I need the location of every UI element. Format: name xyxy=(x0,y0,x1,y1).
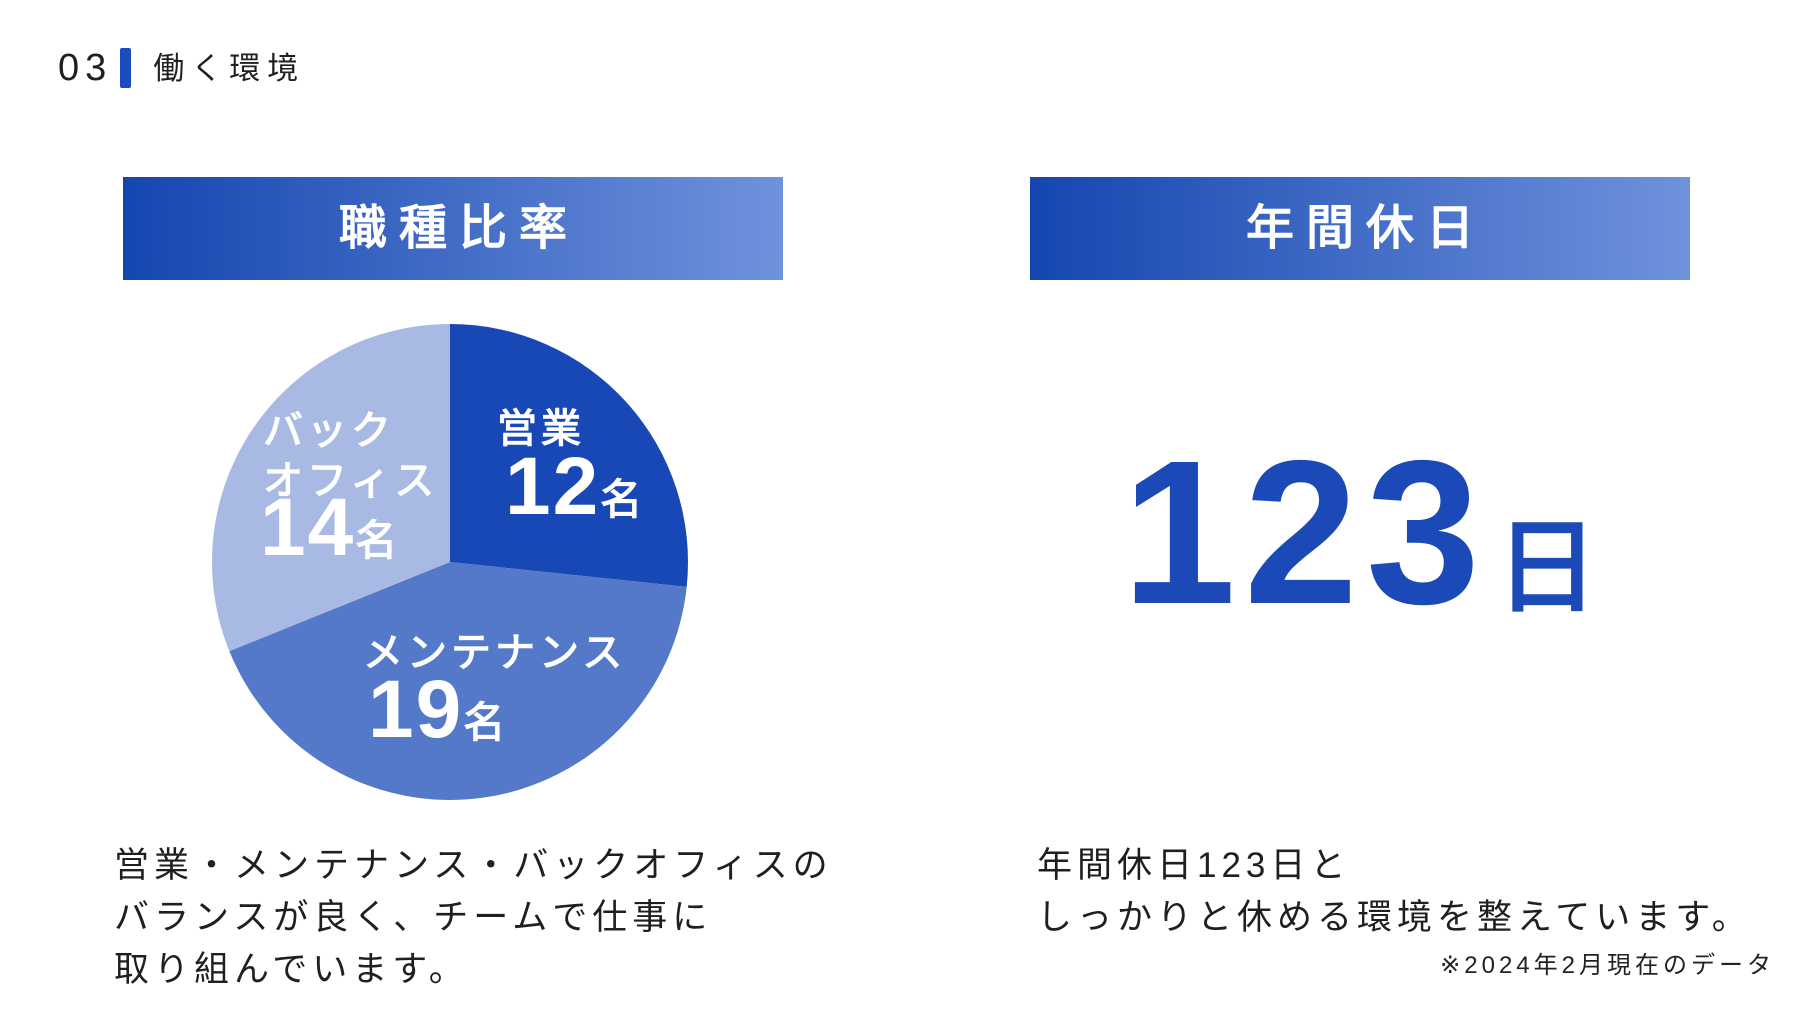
job-ratio-pie-chart: 営業 12名 バック オフィス 14名 メンテナンス 19名 xyxy=(212,324,688,800)
pie-label-backoffice-line1: バック xyxy=(263,409,395,453)
page-title: 働く環境 xyxy=(153,50,306,86)
annual-holidays-banner: 年間休日 xyxy=(1030,177,1690,280)
data-footnote: ※2024年2月現在のデータ xyxy=(1440,952,1775,979)
section-number: 03 xyxy=(58,47,113,89)
annual-holidays-description: 年間休日123日と しっかりと休める環境を整えています。 xyxy=(1037,840,1752,944)
pie-label-backoffice: バック オフィス xyxy=(263,406,438,506)
page-header: 03 働く環境 xyxy=(58,48,305,88)
annual-holidays-number: 123 xyxy=(1121,418,1489,647)
job-ratio-banner: 職種比率 xyxy=(123,177,783,280)
pie-slice-1 xyxy=(229,562,687,800)
annual-holidays-unit: 日 xyxy=(1496,511,1599,625)
pie-value-sales-number: 12 xyxy=(505,441,601,532)
annual-holidays-description-line2: しっかりと休める環境を整えています。 xyxy=(1037,898,1752,937)
annual-holidays-banner-title: 年間休日 xyxy=(1245,201,1486,255)
job-ratio-banner-title: 職種比率 xyxy=(338,201,579,255)
job-ratio-description-line2: バランスが良く、チームで仕事に xyxy=(114,898,713,937)
pie-chart-svg xyxy=(212,324,688,800)
pie-value-sales: 12名 xyxy=(505,446,642,528)
pie-value-maintenance-number: 19 xyxy=(368,664,464,755)
job-ratio-description-line3: 取り組んでいます。 xyxy=(114,950,469,989)
pie-value-sales-unit: 名 xyxy=(600,476,643,523)
pie-label-maintenance-name: メンテナンス xyxy=(363,631,627,675)
pie-label-sales: 営業 xyxy=(497,404,585,454)
pie-slice-2 xyxy=(212,324,450,652)
job-ratio-description: 営業・メンテナンス・バックオフィスの バランスが良く、チームで仕事に 取り組んで… xyxy=(114,840,833,996)
annual-holidays-figure: 123日 xyxy=(1030,430,1690,635)
pie-value-backoffice-unit: 名 xyxy=(355,517,398,564)
pie-label-backoffice-line2: オフィス xyxy=(263,459,439,503)
pie-label-maintenance: メンテナンス xyxy=(363,628,626,678)
pie-slice-0 xyxy=(450,324,688,587)
pie-value-maintenance: 19名 xyxy=(368,669,505,751)
pie-value-backoffice: 14名 xyxy=(260,487,397,569)
pie-value-backoffice-number: 14 xyxy=(260,482,356,573)
pie-label-sales-name: 営業 xyxy=(497,407,585,451)
accent-bar xyxy=(120,48,132,88)
pie-value-maintenance-unit: 名 xyxy=(463,699,506,746)
annual-holidays-description-line1: 年間休日123日と xyxy=(1037,846,1351,885)
job-ratio-description-line1: 営業・メンテナンス・バックオフィスの xyxy=(114,846,833,885)
